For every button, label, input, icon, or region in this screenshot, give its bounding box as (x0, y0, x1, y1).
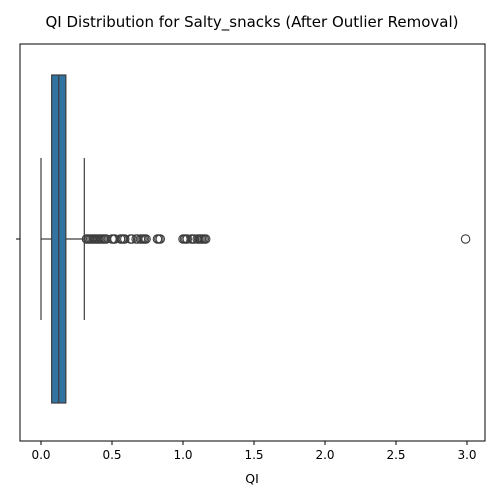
x-tick-label: 0.5 (102, 448, 121, 462)
x-axis-ticks: 0.0 0.5 1.0 1.5 2.0 2.5 3.0 (31, 441, 477, 462)
outlier-point (120, 234, 130, 244)
x-tick-label: 2.0 (315, 448, 334, 462)
outlier-point (155, 234, 166, 244)
plot-frame (19, 43, 486, 442)
outlier-point (182, 234, 193, 244)
outlier-point (141, 234, 151, 244)
x-tick-label: 1.0 (173, 448, 192, 462)
x-tick-label: 0.0 (31, 448, 50, 462)
chart-title: QI Distribution for Salty_snacks (After … (45, 13, 458, 32)
x-axis-label: QI (245, 471, 259, 486)
x-tick-label: 1.5 (244, 448, 263, 462)
outlier-point (200, 234, 211, 244)
x-tick-label: 3.0 (457, 448, 476, 462)
plot-area (16, 74, 471, 404)
x-tick-label: 2.5 (386, 448, 405, 462)
outlier-point (460, 234, 471, 244)
